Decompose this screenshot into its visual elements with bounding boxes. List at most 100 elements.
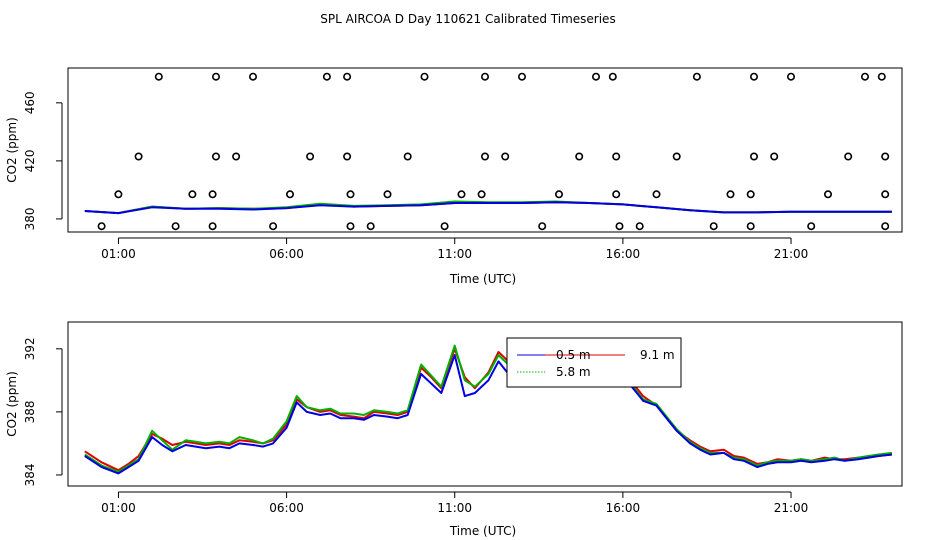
top-marker-point: [171, 222, 180, 231]
legend-box: [506, 337, 682, 388]
top-marker-point: [208, 190, 217, 199]
top-marker-point: [877, 72, 886, 81]
top-y-tick-label: 420: [23, 149, 37, 172]
top-marker-point: [612, 152, 621, 161]
top-marker-point: [608, 72, 617, 81]
bottom-y-tick-label: 388: [23, 400, 37, 423]
bottom-series-group: [84, 344, 893, 475]
top-marker-point: [188, 190, 197, 199]
top-marker-point: [786, 72, 795, 81]
bottom-x-tick-label: 06:00: [269, 501, 304, 515]
top-marker-point: [249, 72, 258, 81]
top-x-axis: 01:00 06:00 11:00 16:00 21:00: [101, 237, 809, 261]
top-marker-point: [440, 222, 449, 231]
top-marker-point: [881, 190, 890, 199]
top-marker-point: [807, 222, 816, 231]
top-marker-point: [635, 222, 644, 231]
top-markers-group: [97, 72, 890, 231]
legend-label-5-8-m: 5.8 m: [556, 365, 591, 379]
top-x-axis-label: Time (UTC): [449, 272, 516, 286]
top-x-tick-label: 06:00: [269, 247, 304, 261]
top-marker-point: [709, 222, 718, 231]
top-marker-point: [97, 222, 106, 231]
top-marker-point: [672, 152, 681, 161]
top-marker-point: [343, 72, 352, 81]
top-marker-point: [212, 72, 221, 81]
top-marker-point: [554, 190, 563, 199]
top-marker-point: [517, 72, 526, 81]
top-panel: 01:00 06:00 11:00 16:00 21:00 380 420 460 Time…: [5, 67, 903, 286]
top-y-tick-label: 380: [23, 207, 37, 230]
legend: 9.1 m 5.8 m 0.5 m: [506, 337, 682, 388]
top-marker-point: [403, 152, 412, 161]
top-series-group: [84, 200, 892, 215]
top-marker-point: [154, 72, 163, 81]
top-marker-point: [823, 190, 832, 199]
top-marker-point: [477, 190, 486, 199]
top-marker-point: [212, 152, 221, 161]
top-plot-frame: [67, 67, 903, 233]
top-marker-point: [366, 222, 375, 231]
top-marker-point: [501, 152, 510, 161]
bottom-panel: 01:00 06:00 11:00 16:00 21:00 384 388 392 Time…: [5, 321, 903, 538]
bottom-series-5-8-m: [84, 344, 893, 473]
top-marker-point: [746, 222, 755, 231]
top-marker-point: [770, 152, 779, 161]
top-y-tick-label: 460: [23, 91, 37, 114]
top-y-axis-label: CO2 (ppm): [5, 117, 19, 183]
bottom-x-tick-label: 16:00: [606, 501, 641, 515]
bottom-x-axis-label: Time (UTC): [449, 524, 516, 538]
bottom-x-tick-label: 01:00: [101, 501, 136, 515]
bottom-y-tick-label: 392: [23, 337, 37, 360]
top-marker-point: [114, 190, 123, 199]
top-x-tick-label: 11:00: [437, 247, 472, 261]
top-marker-point: [860, 72, 869, 81]
top-x-tick-label: 16:00: [606, 247, 641, 261]
top-marker-point: [480, 152, 489, 161]
top-series-blue: [84, 201, 892, 215]
top-marker-point: [844, 152, 853, 161]
bottom-plot-frame: [67, 321, 903, 487]
top-marker-point: [232, 152, 241, 161]
top-marker-point: [881, 222, 890, 231]
top-marker-point: [615, 222, 624, 231]
top-marker-point: [480, 72, 489, 81]
legend-label-9-1-m: 9.1 m: [640, 348, 675, 362]
bottom-y-axis: 384 388 392: [23, 337, 63, 487]
top-marker-point: [575, 152, 584, 161]
top-marker-point: [591, 72, 600, 81]
bottom-series-9-1-m: [84, 347, 893, 472]
top-marker-point: [746, 190, 755, 199]
top-x-tick-label: 21:00: [774, 247, 809, 261]
top-marker-point: [420, 72, 429, 81]
bottom-x-tick-label: 11:00: [437, 501, 472, 515]
top-marker-point: [346, 190, 355, 199]
bottom-series-0-5-m: [84, 354, 893, 475]
top-x-tick-label: 01:00: [101, 247, 136, 261]
top-marker-point: [343, 152, 352, 161]
top-y-axis: 380 420 460: [23, 91, 63, 230]
top-marker-point: [538, 222, 547, 231]
top-marker-point: [134, 152, 143, 161]
top-marker-point: [652, 190, 661, 199]
bottom-x-tick-label: 21:00: [774, 501, 809, 515]
top-marker-point: [285, 190, 294, 199]
top-marker-point: [306, 152, 315, 161]
top-marker-point: [749, 72, 758, 81]
top-marker-point: [726, 190, 735, 199]
bottom-y-tick-label: 384: [23, 464, 37, 487]
top-marker-point: [269, 222, 278, 231]
bottom-y-axis-label: CO2 (ppm): [5, 371, 19, 437]
top-marker-point: [881, 152, 890, 161]
legend-label-0-5-m: 0.5 m: [556, 348, 591, 362]
top-marker-point: [749, 152, 758, 161]
chart-title: SPL AIRCOA D Day 110621 Calibrated Times…: [320, 12, 615, 26]
top-marker-point: [208, 222, 217, 231]
top-marker-point: [383, 190, 392, 199]
top-marker-point: [322, 72, 331, 81]
bottom-x-axis: 01:00 06:00 11:00 16:00 21:00: [101, 491, 809, 515]
top-marker-point: [346, 222, 355, 231]
top-marker-point: [612, 190, 621, 199]
top-marker-point: [457, 190, 466, 199]
top-marker-point: [692, 72, 701, 81]
